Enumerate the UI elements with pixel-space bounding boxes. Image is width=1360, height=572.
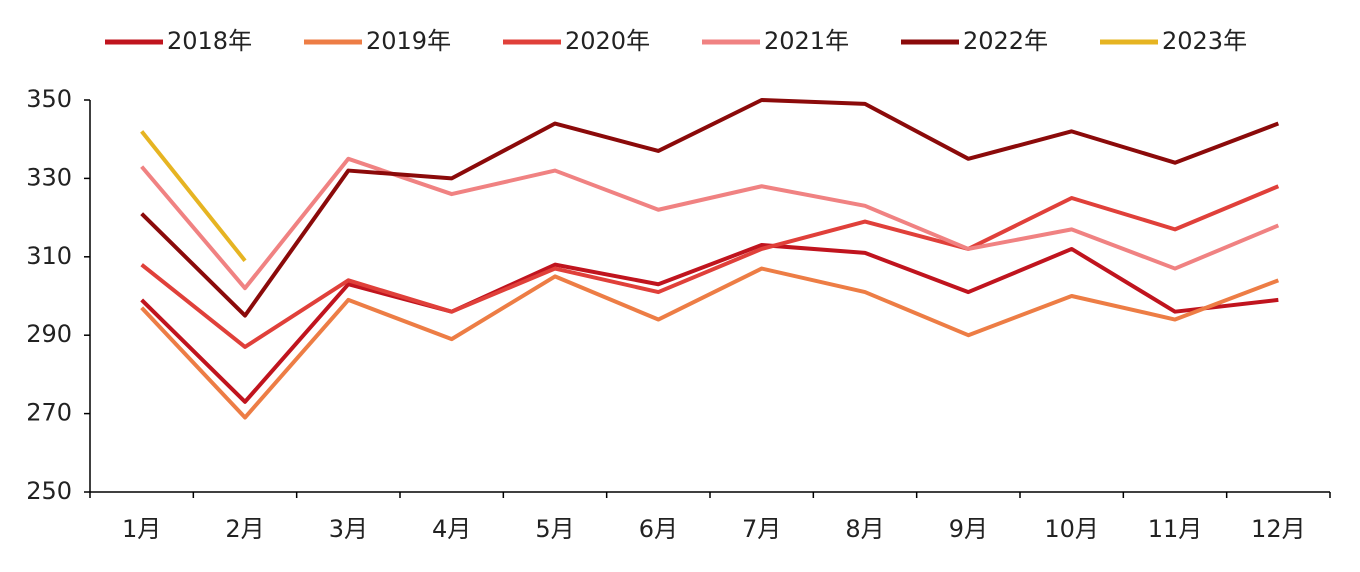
x-tick-label: 8月 (845, 515, 884, 543)
x-tick-label: 4月 (432, 515, 471, 543)
legend-label: 2020年 (565, 27, 650, 55)
x-tick-label: 6月 (639, 515, 678, 543)
y-tick-label: 250 (26, 477, 72, 505)
legend-label: 2019年 (366, 27, 451, 55)
x-tick-label: 9月 (949, 515, 988, 543)
legend-label: 2023年 (1162, 27, 1247, 55)
series-line (140, 156, 1280, 291)
x-tick-label: 7月 (742, 515, 781, 543)
x-tick-label: 12月 (1251, 515, 1306, 543)
y-tick-label: 330 (26, 163, 72, 191)
series-line (140, 130, 247, 262)
x-tick-label: 10月 (1044, 515, 1099, 543)
x-tick-label: 5月 (535, 515, 574, 543)
series-line (140, 243, 1279, 404)
series-line (140, 266, 1280, 420)
x-tick-label: 1月 (122, 515, 161, 543)
series-line (140, 184, 1280, 349)
legend-label: 2021年 (764, 27, 849, 55)
y-tick-label: 290 (26, 320, 72, 348)
legend-label: 2022年 (963, 27, 1048, 55)
x-tick-label: 3月 (329, 515, 368, 543)
series-line (140, 98, 1280, 318)
y-tick-label: 310 (26, 242, 72, 270)
x-tick-label: 2月 (225, 515, 264, 543)
x-tick-label: 11月 (1148, 515, 1203, 543)
legend-label: 2018年 (167, 27, 252, 55)
y-tick-label: 350 (26, 85, 72, 113)
y-tick-label: 270 (26, 399, 72, 427)
